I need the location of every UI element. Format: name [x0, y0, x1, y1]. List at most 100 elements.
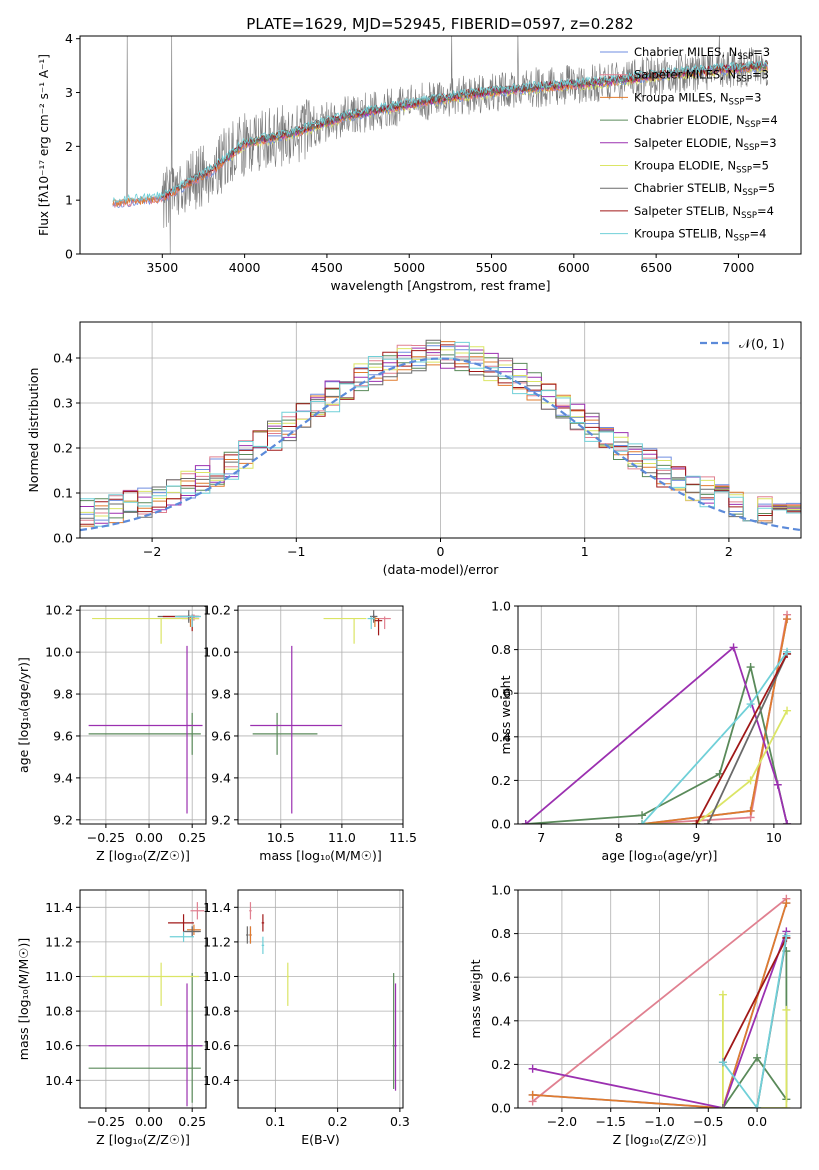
y-tick-label: 3	[65, 85, 73, 100]
y-tick-label: 0.2	[491, 1057, 511, 1072]
y-tick-label: 0	[65, 247, 73, 262]
mass-weight-point	[746, 663, 755, 672]
plot-area	[246, 902, 397, 1091]
mass-weight-point	[718, 1104, 727, 1108]
x-tick-label: 0.25	[178, 1114, 206, 1129]
panel-spectrum: 3500 4000 4500 5000 5500 6000 6500 7000 0 1 2 3 4 wav…	[37, 31, 802, 293]
axes-frame	[237, 889, 404, 1109]
plot-area	[88, 610, 203, 814]
mass-weight-line	[707, 653, 788, 824]
axes-frame	[79, 35, 802, 255]
y-tick-label: 0.2	[491, 773, 511, 788]
y-tick-label: 2	[65, 139, 73, 154]
mass-weight-point	[783, 647, 792, 656]
y-axis-label: mass weight	[468, 959, 483, 1038]
spectrum-model-line	[112, 60, 769, 203]
mass-weight-line	[722, 994, 788, 1108]
x-tick-label: 7000	[723, 260, 755, 275]
x-axis-label: E(B-V)	[301, 1132, 340, 1147]
mass-weight-point	[528, 1090, 537, 1099]
x-tick-label: −1.5	[596, 1114, 626, 1129]
x-tick-label: 1	[581, 544, 589, 559]
mass-weight-point	[783, 706, 792, 715]
y-tick-label: 0.4	[491, 729, 511, 744]
y-tick-label: 11.4	[45, 900, 73, 915]
y-tick-label: 0.4	[491, 1013, 511, 1028]
legend-entry: Chabrier MILES, NSSP=3	[634, 45, 770, 62]
x-tick-label: 0.1	[265, 1114, 285, 1129]
x-tick-label: 9	[692, 830, 700, 845]
x-tick-label: 2	[725, 544, 733, 559]
axes-frame	[79, 605, 207, 825]
y-tick-label: 10.8	[203, 1004, 231, 1019]
panel-mass_vs_EBV: 0.1 0.2 0.3 10.4 10.6 10.8 11.0 11.2 11.4 E(B-V)	[203, 889, 410, 1147]
gaussian-curve	[80, 357, 801, 532]
legend-entry: Salpeter ELODIE, NSSP=3	[634, 136, 777, 153]
residual-histogram	[80, 339, 801, 530]
mass-weight-point	[782, 1104, 791, 1108]
y-tick-label: 0.8	[491, 926, 511, 941]
mass-weight-point	[528, 1064, 537, 1073]
mass-weight-point	[783, 820, 792, 824]
axes-frame	[79, 889, 207, 1109]
axes-frame	[237, 605, 404, 825]
plot-area	[521, 610, 792, 824]
x-tick-label: 0.3	[390, 1114, 410, 1129]
y-tick-label: 10.8	[45, 1004, 73, 1019]
mass-weight-line	[642, 614, 788, 824]
y-tick-label: 9.6	[53, 728, 73, 743]
mass-weight-line	[722, 937, 788, 1063]
x-tick-label: 10.5	[267, 830, 295, 845]
x-tick-label: 6500	[640, 260, 672, 275]
mass-weight-point	[746, 776, 755, 785]
legend-entry: Kroupa STELIB, NSSP=4	[634, 227, 766, 244]
x-tick-label: 11.0	[328, 830, 356, 845]
y-tick-label: 0.1	[53, 486, 73, 501]
y-tick-label: 9.8	[211, 687, 231, 702]
y-tick-label: 0.6	[491, 686, 511, 701]
y-tick-label: 0.8	[491, 642, 511, 657]
y-tick-label: 10.0	[45, 645, 73, 660]
mass-weight-point	[718, 990, 727, 999]
panel-mass_weight_vs_age: 7 8 9 10 0.0 0.2 0.4 0.6 0.8 1.0 age [log₁₀(age/yr…	[491, 599, 802, 863]
y-axis-label: mass weight	[498, 675, 513, 754]
y-tick-label: 11.0	[45, 969, 73, 984]
mass-weight-point	[753, 1104, 762, 1108]
x-tick-label: 10	[766, 830, 782, 845]
x-tick-label: 0	[437, 544, 445, 559]
x-tick-label: −2.0	[547, 1114, 577, 1129]
y-tick-label: 1.0	[491, 599, 511, 614]
mass-weight-point	[783, 615, 792, 624]
mass-weight-line	[532, 931, 788, 1108]
y-tick-label: 1.0	[491, 883, 511, 898]
mass-weight-point	[718, 1058, 727, 1067]
panel-mass_weight_vs_Z: −2.0 −1.5 −1.0 −0.5 0.0 0.0 0.2 0.4 0.6 0.8 1.0 Z […	[468, 883, 802, 1147]
spectrum-legend: Chabrier MILES, NSSP=3 Salpeter MILES, NS…	[600, 45, 778, 244]
panel-residuals: −2 −1 0 1 2 0.0 0.1 0.2 0.3 0.4 (data-model)/error…	[26, 321, 802, 577]
mass-weight-point	[782, 899, 791, 908]
x-axis-label: age [log₁₀(age/yr)]	[602, 848, 718, 863]
legend-entry: Salpeter STELIB, NSSP=4	[634, 204, 774, 221]
x-axis-label: Z [log₁₀(Z/Z☉)]	[613, 1132, 707, 1147]
x-axis-label: (data-model)/error	[383, 562, 500, 577]
mass-weight-line	[722, 935, 788, 1108]
x-tick-label: 11.5	[389, 830, 417, 845]
legend-entry: Chabrier STELIB, NSSP=5	[634, 181, 775, 198]
residual-histogram	[80, 341, 801, 527]
x-tick-label: −1	[287, 544, 305, 559]
legend-entry: Chabrier ELODIE, NSSP=4	[634, 113, 778, 130]
y-tick-label: 1	[65, 193, 73, 208]
x-tick-label: 7	[537, 830, 545, 845]
axes-frame	[517, 605, 802, 825]
panel-mass_vs_Z: −0.25 0.00 0.25 10.4 10.6 10.8 11.0 11.2 11.4 Z […	[16, 889, 207, 1147]
x-tick-label: 5000	[393, 260, 425, 275]
legend-entry: Salpeter MILES, NSSP=3	[634, 68, 769, 85]
mass-weight-point	[692, 820, 701, 824]
mass-weight-line	[722, 951, 788, 1108]
y-tick-label: 4	[65, 31, 73, 46]
plot-area	[80, 339, 801, 532]
x-axis-label: mass [log₁₀(M/M☉)]	[259, 848, 381, 863]
y-tick-label: 9.2	[211, 812, 231, 827]
y-tick-label: 9.2	[53, 812, 73, 827]
